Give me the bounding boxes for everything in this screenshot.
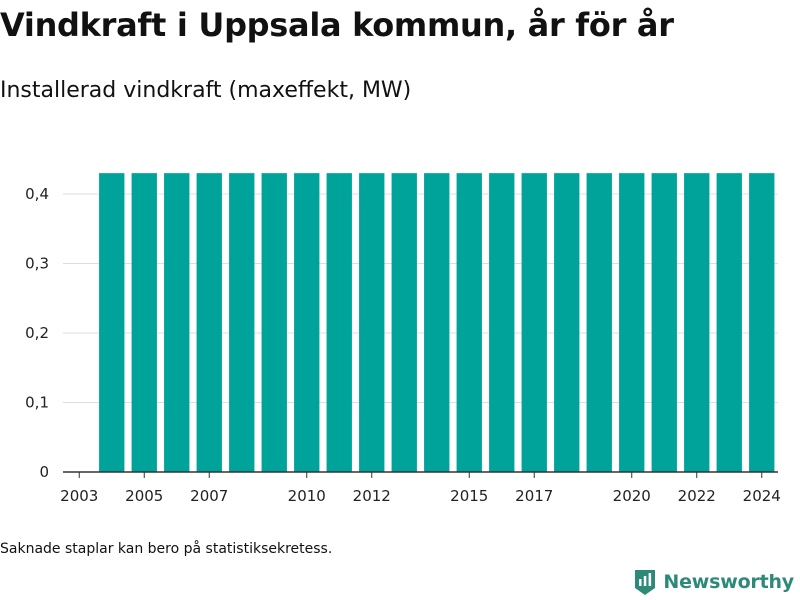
- y-tick-label: 0: [39, 463, 49, 481]
- footnote: Saknade staplar kan bero på statistiksek…: [0, 541, 333, 557]
- bar: [131, 173, 157, 472]
- bar: [424, 173, 450, 472]
- bar: [391, 173, 417, 472]
- bar: [294, 173, 320, 472]
- x-tick-label: 2015: [450, 487, 488, 505]
- y-tick-label: 0,3: [25, 255, 49, 273]
- bar: [456, 173, 482, 472]
- bar: [326, 173, 352, 472]
- bar: [196, 173, 222, 472]
- x-tick-label: 2020: [613, 487, 651, 505]
- newsworthy-logo-icon: [635, 570, 656, 595]
- bar: [749, 173, 775, 472]
- bar: [489, 173, 515, 472]
- bar: [554, 173, 580, 472]
- x-tick-label: 2010: [288, 487, 326, 505]
- chart-title: Vindkraft i Uppsala kommun, år för år: [0, 6, 674, 44]
- bar: [716, 173, 742, 472]
- bar: [521, 173, 547, 472]
- bar: [684, 173, 710, 472]
- y-tick-label: 0,1: [25, 394, 49, 412]
- bar-chart: 0 0,1 0,2 0,3 0,4 2003 2005 2007 2010 2012 2015 201…: [25, 173, 781, 505]
- bar: [164, 173, 190, 472]
- y-tick-label: 0,2: [25, 324, 49, 342]
- bar: [261, 173, 287, 472]
- chart-subtitle: Installerad vindkraft (maxeffekt, MW): [0, 78, 412, 103]
- y-tick-label: 0,4: [25, 185, 49, 203]
- x-tick-label: 2024: [743, 487, 781, 505]
- bar: [651, 173, 677, 472]
- bar: [586, 173, 612, 472]
- bar: [99, 173, 125, 472]
- x-tick-label: 2012: [353, 487, 391, 505]
- x-tick-label: 2022: [678, 487, 716, 505]
- x-tick-label: 2003: [60, 487, 98, 505]
- brand-name: Newsworthy: [663, 571, 794, 593]
- x-tick-label: 2017: [515, 487, 553, 505]
- brand-logo: Newsworthy: [633, 568, 794, 596]
- x-tick-label: 2005: [125, 487, 163, 505]
- bar: [359, 173, 385, 472]
- x-tick-label: 2007: [190, 487, 228, 505]
- bar: [229, 173, 255, 472]
- bar: [619, 173, 645, 472]
